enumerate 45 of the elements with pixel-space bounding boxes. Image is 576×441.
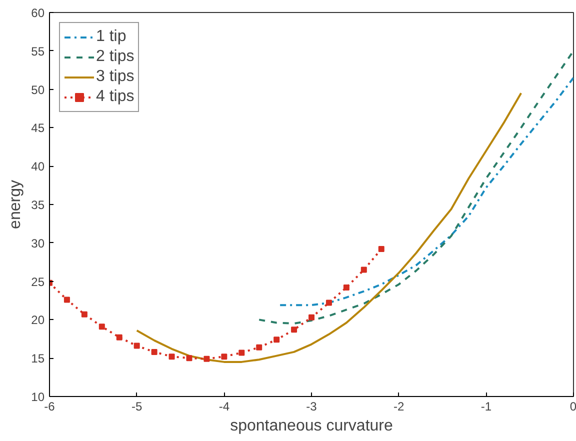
point (360, 266, 367, 273)
point (378, 246, 384, 252)
x-axis-title: spontaneous curvature (230, 418, 393, 434)
point (238, 350, 245, 356)
line-series (279, 76, 574, 306)
y-tick-label: 60 (31, 6, 45, 20)
point (308, 314, 314, 320)
y-tick-label: 25 (31, 274, 45, 289)
point (291, 326, 298, 333)
y-tick-label: 50 (31, 82, 45, 97)
y-tick-label: 15 (31, 352, 45, 366)
point (326, 300, 332, 306)
x-tick-label: -4 (218, 400, 230, 414)
line-series (136, 92, 522, 363)
x-tick-label: -1 (480, 400, 492, 414)
y-tick-label: 30 (31, 236, 45, 250)
y-axis-title: energy (7, 180, 24, 229)
point (116, 334, 122, 340)
point (221, 354, 228, 360)
point (151, 348, 158, 355)
point (168, 354, 175, 360)
point (64, 296, 70, 303)
x-tick-label: -2 (394, 400, 404, 414)
point (134, 342, 140, 349)
point (186, 355, 192, 362)
y-tick-label: 55 (31, 44, 45, 58)
point (81, 311, 88, 318)
y-tick-label: 10 (31, 390, 45, 404)
point (343, 284, 350, 290)
x-tick-label: 0 (570, 400, 576, 414)
point (204, 356, 210, 362)
x-tick-label: -6 (44, 400, 56, 414)
point (98, 324, 105, 330)
legend-label: 3 tips (96, 68, 134, 86)
y-tick-label: 20 (31, 313, 45, 328)
x-tick-label: -3 (306, 400, 318, 414)
y-tick-label: 40 (31, 160, 45, 174)
point (256, 344, 262, 350)
legend-label: 2 tips (96, 48, 134, 66)
legend-label: 4 tips (96, 88, 134, 106)
x-tick-label: -5 (132, 400, 142, 414)
point (274, 336, 280, 343)
legend-label: 1 tip (96, 28, 126, 46)
y-tick-label: 45 (31, 121, 45, 136)
y-tick-label: 35 (31, 198, 45, 212)
